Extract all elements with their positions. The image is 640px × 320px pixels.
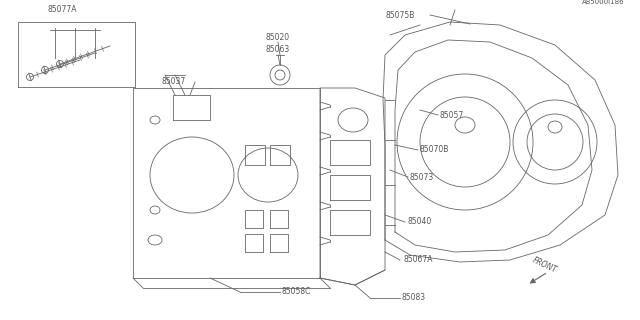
Text: 85037: 85037 — [162, 77, 186, 86]
Text: A85000I186: A85000I186 — [582, 0, 625, 5]
Text: 85063: 85063 — [265, 45, 289, 54]
Text: 85070B: 85070B — [420, 146, 449, 155]
Text: 85077A: 85077A — [47, 5, 77, 14]
Text: 85057: 85057 — [440, 110, 464, 119]
Text: 85067A: 85067A — [403, 255, 433, 265]
Text: 85073: 85073 — [410, 172, 435, 181]
Text: FRONT: FRONT — [531, 255, 559, 275]
Text: 85083: 85083 — [402, 293, 426, 302]
Text: 85075B: 85075B — [385, 11, 414, 20]
Text: 85020: 85020 — [265, 33, 289, 42]
Text: 85058C: 85058C — [282, 287, 312, 297]
Text: 85040: 85040 — [407, 218, 431, 227]
